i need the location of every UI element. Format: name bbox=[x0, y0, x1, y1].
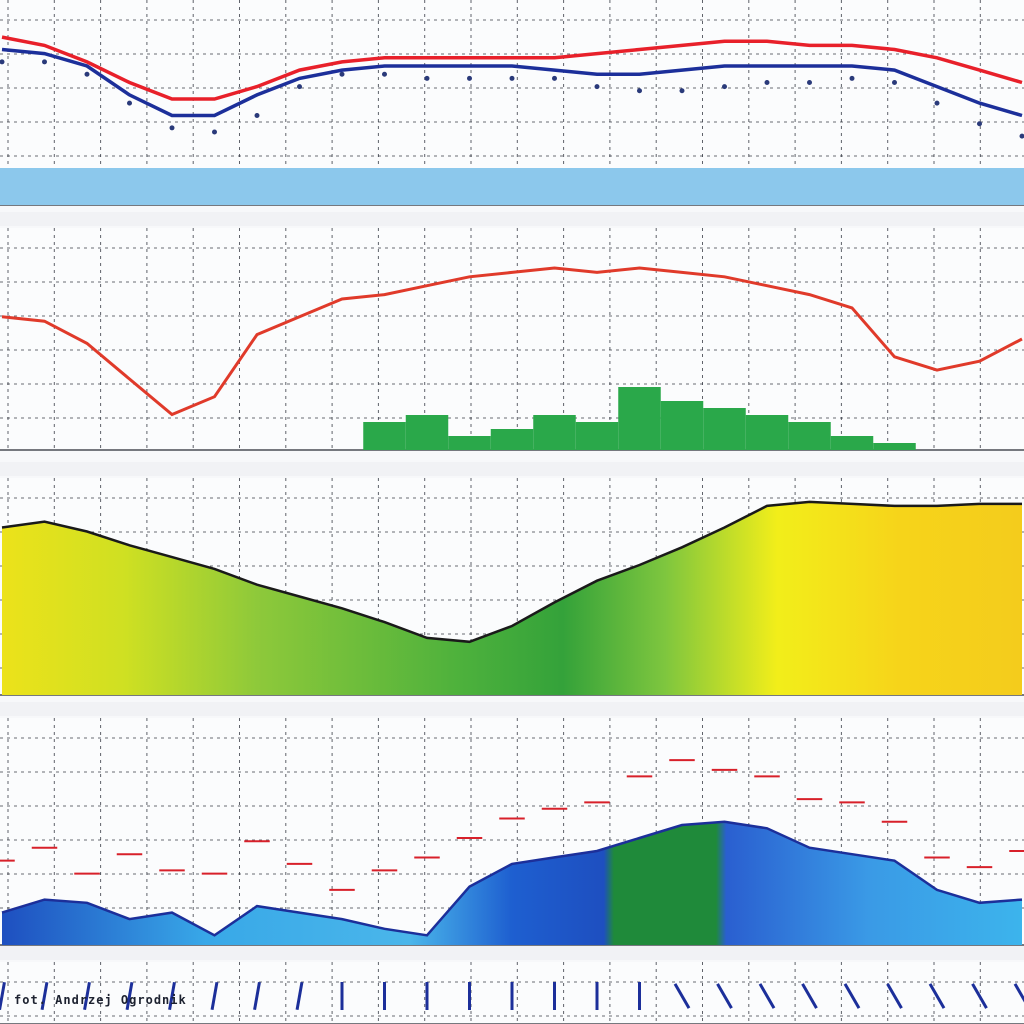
precipitation-bar bbox=[873, 443, 916, 450]
cloud-area bbox=[2, 501, 1022, 695]
wind-direction-arrow bbox=[40, 981, 49, 1011]
temperature-min-point bbox=[509, 75, 515, 81]
temperature-panel bbox=[0, 35, 1024, 205]
wind-direction-arrow bbox=[928, 983, 946, 1009]
temperature-min-point bbox=[552, 75, 557, 81]
temperature-min-point bbox=[934, 100, 940, 106]
wind-direction-arrow bbox=[758, 983, 776, 1009]
precipitation-bar bbox=[533, 415, 576, 450]
temperature-min-point bbox=[679, 88, 685, 94]
temperature-min-point bbox=[127, 100, 132, 106]
precipitation-bar bbox=[745, 415, 789, 450]
temperature-min-point bbox=[1019, 133, 1024, 139]
temperature-min-point bbox=[764, 80, 770, 85]
temperature-line bbox=[1, 35, 1023, 101]
precipitation-bar bbox=[363, 422, 406, 450]
temperature-min-point bbox=[892, 80, 897, 85]
wind-direction-arrow bbox=[843, 983, 861, 1009]
temperature-min-point bbox=[382, 71, 387, 77]
wind-direction-arrow bbox=[125, 981, 134, 1011]
temperature-min-point bbox=[849, 75, 855, 81]
temperature-min-point bbox=[84, 71, 90, 77]
temperature-min-point bbox=[594, 84, 600, 90]
wind-panel bbox=[0, 759, 1024, 945]
panel-separator bbox=[0, 462, 1024, 476]
temperature-min-point bbox=[807, 80, 812, 85]
wind-direction-arrow bbox=[295, 981, 304, 1011]
dewpoint-line bbox=[1, 47, 1023, 118]
wind-direction-arrow bbox=[801, 983, 818, 1009]
precipitation-bar bbox=[788, 422, 831, 450]
precipitation-bar bbox=[618, 387, 661, 450]
panel-separator bbox=[0, 946, 1024, 960]
temperature-min-point bbox=[254, 113, 260, 118]
temperature-min-point bbox=[297, 84, 302, 90]
temperature-min-point bbox=[169, 125, 175, 131]
wind-direction-arrow bbox=[673, 983, 691, 1009]
sky-band bbox=[0, 168, 1024, 205]
precipitation-bar bbox=[575, 422, 619, 450]
temperature-min-point bbox=[424, 75, 430, 81]
wind-direction-arrow bbox=[253, 981, 261, 1011]
cloud-outline bbox=[1, 500, 1022, 644]
wind-direction-arrow bbox=[168, 981, 176, 1011]
panel-separator bbox=[0, 702, 1024, 716]
wind-direction-arrow bbox=[83, 981, 91, 1011]
wind-outline bbox=[1, 820, 1023, 937]
precipitation-bar bbox=[660, 401, 704, 450]
temperature-min-point bbox=[339, 71, 345, 77]
panel-separator bbox=[0, 212, 1024, 226]
wind-direction-arrow bbox=[210, 981, 219, 1011]
precipitation-bar bbox=[448, 436, 491, 450]
precipitation-bar bbox=[703, 408, 746, 450]
temperature-min-point bbox=[722, 84, 727, 90]
wind-direction-arrow bbox=[971, 983, 988, 1009]
precipitation-bar bbox=[405, 415, 449, 450]
wind-arrows-panel bbox=[0, 981, 1024, 1011]
panel-background bbox=[0, 228, 1024, 450]
wind-direction-arrow bbox=[886, 983, 903, 1009]
wind-direction-arrow bbox=[1013, 983, 1024, 1003]
temperature-min-point bbox=[212, 129, 217, 135]
temperature-min-point bbox=[0, 59, 5, 65]
wind-area bbox=[2, 821, 1022, 945]
precipitation-panel bbox=[1, 266, 1023, 450]
precipitation-bar bbox=[830, 436, 874, 450]
wind-direction-arrow bbox=[716, 983, 733, 1009]
precipitation-bar bbox=[490, 429, 534, 450]
temperature-min-point bbox=[42, 59, 47, 65]
wind-direction-arrow bbox=[0, 981, 6, 1011]
photo-credit: fot. Andrzej Ogrodnik bbox=[14, 993, 187, 1007]
cloud-panel bbox=[1, 500, 1022, 695]
temperature-min-point bbox=[977, 121, 982, 127]
temperature-min-point bbox=[467, 75, 472, 81]
precipitation-line bbox=[1, 266, 1023, 417]
temperature-min-point bbox=[637, 88, 642, 94]
